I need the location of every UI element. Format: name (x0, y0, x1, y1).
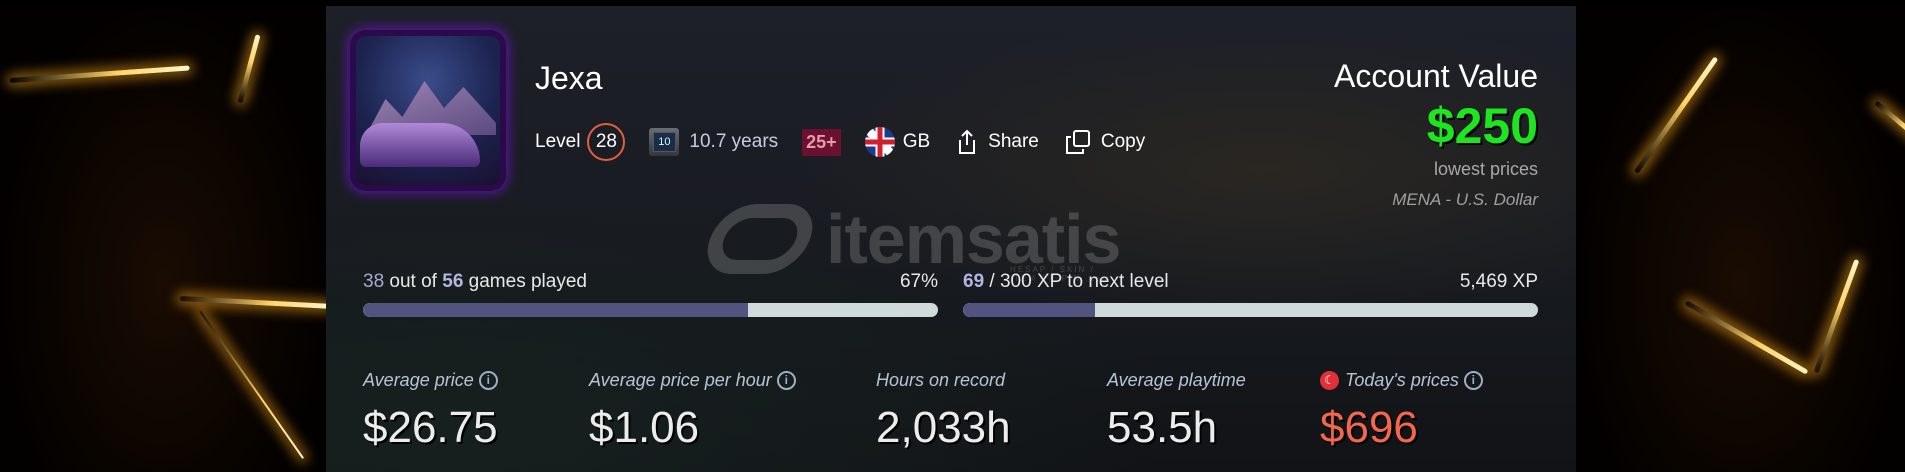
level-badge: 28 (587, 123, 626, 161)
stat-value: $1.06 (589, 403, 700, 452)
xp-progress-bar (963, 303, 1538, 317)
country-code: GB (902, 131, 931, 152)
games-percent: 67% (899, 271, 938, 292)
stat-average-price-per-hour: Average price per hour i $1.06 (589, 370, 796, 453)
stat-label: Today's prices (1345, 370, 1459, 390)
profile-panel: Jexa Level 28 10 10.7 years 25+ GB Share… (326, 6, 1576, 472)
avatar[interactable] (356, 36, 500, 185)
watermark-tagline: HESAP / SKIN / ITEM / E-PIN .com (1010, 265, 1111, 283)
level-label: Level (535, 131, 581, 152)
games-progress: 38 out of 56 games played 67% (363, 271, 938, 317)
info-icon[interactable]: i (478, 371, 498, 390)
years-of-service-badge: 10 (649, 128, 680, 156)
stat-label: Average price (363, 370, 474, 390)
background-right (1576, 0, 1905, 472)
stat-value: $696 (1320, 403, 1418, 452)
xp-to-next-level: 69 / 300 XP to next level (963, 271, 1169, 292)
xp-progress-fill (963, 303, 1096, 317)
top-bar (0, 0, 1905, 6)
watermark-logo: itemsatis HESAP / SKIN / ITEM / E-PIN .c… (697, 199, 1121, 283)
age-badge: 25+ (802, 128, 841, 156)
watermark-brand: itemsatis (826, 200, 1121, 278)
info-icon[interactable]: i (1463, 371, 1483, 390)
info-icon[interactable]: i (776, 371, 796, 390)
stat-average-playtime: Average playtime 53.5h (1107, 370, 1246, 453)
total-xp: 5,469 XP (1459, 271, 1538, 292)
stat-label: Hours on record (876, 370, 1006, 390)
copy-icon (1065, 130, 1090, 154)
account-value-amount: $250 (1426, 98, 1538, 154)
profile-meta: Level 28 10 10.7 years 25+ GB Share Copy (535, 123, 1145, 161)
stat-hours-on-record: Hours on record 2,033h (876, 370, 1011, 453)
copy-button[interactable]: Copy (1065, 129, 1145, 155)
games-played-text: 38 out of 56 games played (363, 271, 587, 292)
stat-value: 53.5h (1107, 403, 1218, 452)
background-left (0, 0, 326, 472)
uk-flag-icon (864, 127, 895, 157)
account-value: Account Value $250 lowest prices MENA - … (1334, 58, 1538, 210)
account-age: 10.7 years (689, 131, 779, 152)
share-button[interactable]: Share (956, 129, 1039, 155)
share-icon (959, 129, 976, 154)
games-progress-bar (363, 303, 938, 317)
account-value-title: Account Value (1334, 58, 1538, 94)
share-label: Share (988, 131, 1039, 152)
games-progress-fill (363, 303, 749, 317)
turkey-flag-icon: ☾ (1320, 371, 1339, 390)
stat-value: 2,033h (876, 403, 1011, 452)
profile-name: Jexa (535, 60, 603, 96)
price-basis: lowest prices (1433, 159, 1538, 179)
copy-label: Copy (1100, 131, 1146, 152)
xp-progress: 69 / 300 XP to next level 5,469 XP (963, 271, 1538, 317)
stat-todays-prices: ☾ Today's prices i $696 (1320, 370, 1483, 453)
region-currency: MENA - U.S. Dollar (1392, 190, 1538, 209)
years-badge-number: 10 (653, 132, 676, 152)
stat-label: Average price per hour (589, 370, 772, 390)
stat-value: $26.75 (363, 403, 498, 452)
stat-label: Average playtime (1107, 370, 1246, 390)
stat-average-price: Average price i $26.75 (363, 370, 498, 453)
